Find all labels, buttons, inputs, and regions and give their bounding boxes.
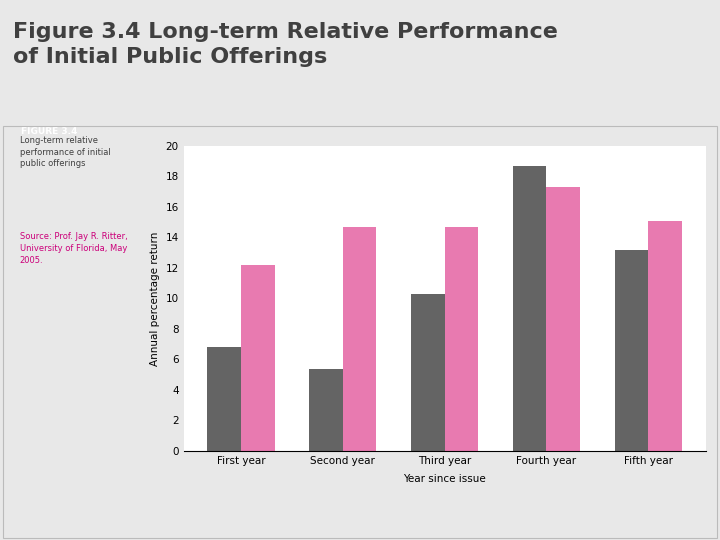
X-axis label: Year since issue: Year since issue	[403, 474, 486, 484]
Bar	[343, 227, 377, 451]
Bar	[207, 347, 241, 451]
Text: Source: Prof. Jay R. Ritter,
University of Florida, May
2005.: Source: Prof. Jay R. Ritter, University …	[19, 232, 127, 265]
Y-axis label: Annual percentage return: Annual percentage return	[150, 231, 160, 366]
Bar	[411, 294, 445, 451]
Bar	[445, 227, 478, 451]
Bar	[648, 220, 682, 451]
Text: Figure 3.4 Long-term Relative Performance
of Initial Public Offerings: Figure 3.4 Long-term Relative Performanc…	[13, 22, 558, 67]
Bar	[513, 166, 546, 451]
Bar	[615, 249, 648, 451]
Bar	[546, 187, 580, 451]
Bar	[309, 368, 343, 451]
Bar	[241, 265, 274, 451]
Text: FIGURE 3.4: FIGURE 3.4	[21, 127, 78, 136]
Text: Long-term relative
performance of initial
public offerings: Long-term relative performance of initia…	[19, 136, 110, 168]
